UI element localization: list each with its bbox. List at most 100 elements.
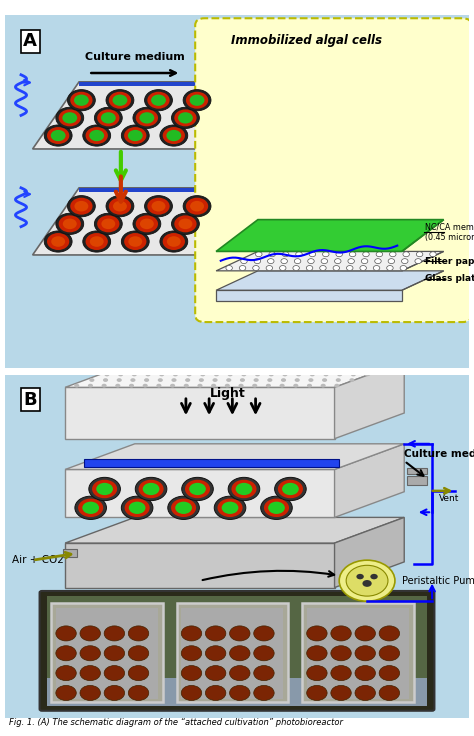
Polygon shape [33,188,255,255]
Circle shape [143,483,159,495]
Circle shape [320,383,326,388]
Circle shape [101,112,116,124]
Circle shape [282,483,299,495]
Circle shape [307,665,327,681]
Circle shape [215,367,220,371]
Circle shape [252,383,257,388]
Circle shape [97,216,119,233]
FancyBboxPatch shape [39,591,434,711]
Circle shape [109,198,131,215]
Circle shape [225,383,230,388]
Circle shape [309,252,316,257]
Circle shape [200,372,205,376]
Polygon shape [216,219,444,252]
Circle shape [340,361,345,365]
Circle shape [86,233,108,250]
Circle shape [254,645,274,661]
Circle shape [80,645,100,661]
Circle shape [190,201,204,211]
Polygon shape [65,361,404,387]
Circle shape [254,626,274,641]
Circle shape [147,92,170,109]
Circle shape [56,645,76,661]
Circle shape [187,372,191,376]
FancyBboxPatch shape [0,11,474,372]
Circle shape [293,383,298,388]
Circle shape [346,565,388,596]
Circle shape [325,367,330,371]
Circle shape [128,626,149,641]
Circle shape [337,372,342,376]
Circle shape [229,645,250,661]
Bar [46,679,428,706]
Circle shape [370,574,378,579]
Circle shape [171,498,196,517]
Circle shape [254,258,261,263]
Circle shape [106,90,134,111]
Circle shape [83,125,110,146]
Circle shape [379,626,400,641]
Circle shape [228,372,233,376]
Circle shape [133,213,161,235]
Circle shape [159,372,164,376]
Circle shape [254,665,274,681]
Circle shape [176,361,181,365]
Circle shape [285,361,290,365]
Circle shape [121,125,149,146]
Circle shape [124,233,146,250]
Circle shape [125,498,150,517]
Polygon shape [216,271,444,290]
Circle shape [178,112,193,124]
Circle shape [363,580,372,587]
Circle shape [430,252,436,257]
Circle shape [89,130,104,141]
Polygon shape [335,444,404,517]
Circle shape [83,231,110,252]
Circle shape [56,665,76,681]
Circle shape [163,127,185,144]
Bar [63,549,77,556]
Circle shape [323,372,328,376]
Circle shape [112,94,128,106]
Circle shape [59,216,81,233]
Circle shape [63,219,77,229]
Circle shape [307,645,327,661]
FancyBboxPatch shape [195,18,472,322]
Circle shape [117,378,122,382]
Circle shape [236,483,252,495]
Circle shape [67,90,95,111]
Circle shape [226,378,231,382]
Circle shape [136,216,158,233]
Circle shape [205,626,226,641]
Circle shape [129,502,146,514]
Circle shape [334,383,339,388]
Circle shape [310,372,315,376]
Circle shape [174,110,197,127]
Circle shape [128,236,142,247]
Circle shape [284,367,289,371]
Circle shape [173,372,178,376]
Circle shape [51,236,65,247]
Circle shape [367,361,373,365]
Polygon shape [335,517,404,587]
Circle shape [331,626,351,641]
Circle shape [175,502,192,514]
Circle shape [130,378,136,382]
Circle shape [135,478,167,500]
Circle shape [80,665,100,681]
Circle shape [104,685,125,701]
Circle shape [161,367,165,371]
Circle shape [266,266,273,271]
Circle shape [355,665,375,681]
Circle shape [86,127,108,144]
Circle shape [400,266,407,271]
Circle shape [59,110,81,127]
Circle shape [336,378,341,382]
Circle shape [331,685,351,701]
Text: Air + CO2: Air + CO2 [12,555,64,565]
Circle shape [168,496,200,520]
Polygon shape [79,82,255,86]
Circle shape [295,378,300,382]
Polygon shape [335,361,404,439]
Circle shape [278,480,303,498]
